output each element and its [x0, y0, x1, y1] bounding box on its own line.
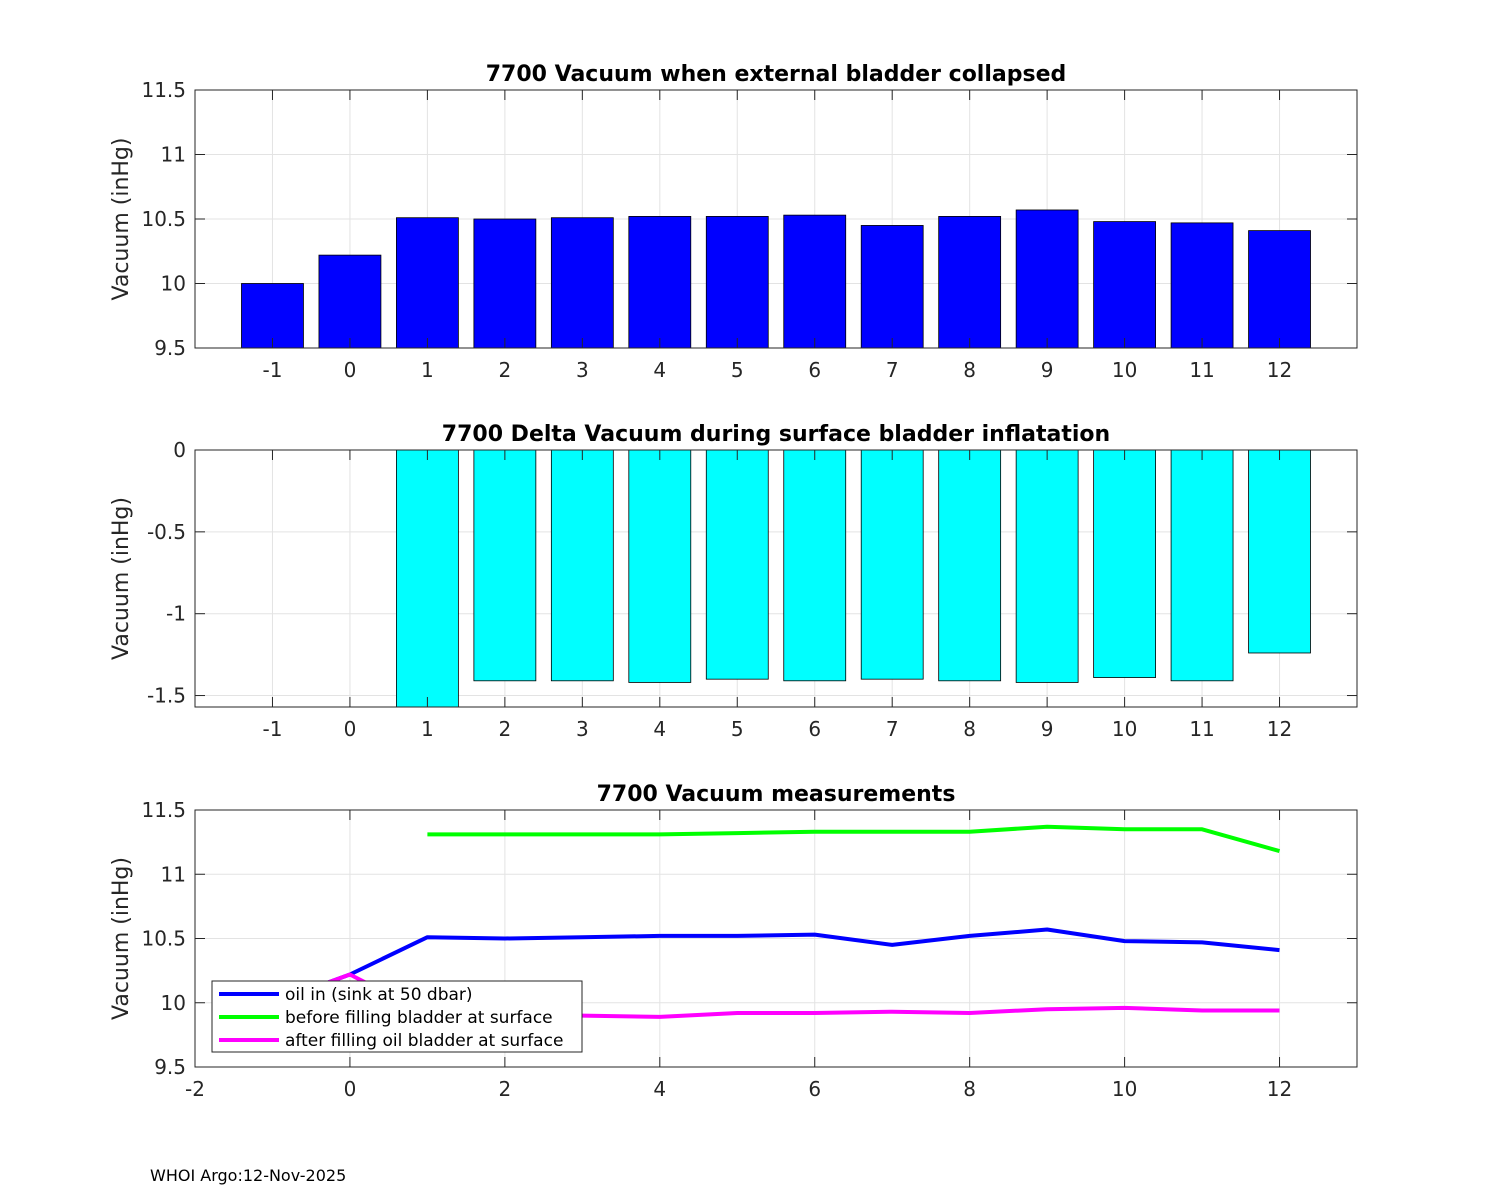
bar-11 [1170, 222, 1234, 349]
x-tick-label: 9 [1041, 717, 1054, 741]
y-axis-label: Vacuum (inHg) [109, 857, 134, 1020]
bar-1 [396, 449, 459, 708]
x-tick-label: 6 [808, 358, 821, 382]
bar-9 [1015, 449, 1079, 683]
y-tick-label: 11.5 [141, 78, 186, 102]
x-tick-label: 8 [963, 1077, 976, 1101]
x-tick-label: 2 [498, 1077, 511, 1101]
x-tick-label: 7 [886, 717, 899, 741]
y-tick-label: 0 [173, 438, 186, 462]
x-tick-label: 8 [963, 717, 976, 741]
x-tick-label: 12 [1267, 358, 1292, 382]
axes-box [194, 449, 1358, 708]
y-tick-label: 9.5 [154, 1055, 186, 1079]
x-tick-label: 5 [731, 717, 744, 741]
bar-9 [1015, 209, 1079, 349]
y-tick-label: -1 [166, 602, 186, 626]
y-tick-label: 10 [161, 272, 186, 296]
y-tick-label: 10.5 [141, 927, 186, 951]
legend-label: oil in (sink at 50 dbar) [285, 985, 473, 1005]
bar-12 [1248, 230, 1311, 349]
y-tick-label: 10 [161, 991, 186, 1015]
y-tick-label: -0.5 [147, 520, 186, 544]
bar-2 [473, 218, 537, 349]
x-tick-label: 8 [963, 358, 976, 382]
x-tick-label: 7 [886, 358, 899, 382]
bar-6 [783, 214, 847, 349]
y-tick-label: 11 [161, 143, 186, 167]
bar-7 [860, 225, 924, 349]
x-tick-label: 5 [731, 358, 744, 382]
legend: oil in (sink at 50 dbar) before filling b… [211, 980, 583, 1053]
footer-stamp: WHOI Argo:12-Nov-2025 [150, 1166, 347, 1185]
x-tick-label: -1 [262, 717, 282, 741]
bar-12 [1248, 449, 1311, 654]
x-tick-label: 1 [421, 358, 434, 382]
bar-5 [705, 216, 769, 349]
y-tick-label: 10.5 [141, 207, 186, 231]
x-tick-label: 0 [344, 717, 357, 741]
bar-10 [1093, 449, 1156, 678]
x-tick-label: 11 [1189, 358, 1214, 382]
legend-label: before filling bladder at surface [285, 1008, 553, 1028]
plot-area [195, 450, 1357, 707]
y-tick-label: -1.5 [147, 684, 186, 708]
series-line-2 [427, 824, 1281, 854]
x-tick-label: 2 [498, 717, 511, 741]
bar-2 [473, 449, 537, 682]
y-axis-label: Vacuum (inHg) [109, 138, 134, 301]
bar-6 [783, 449, 847, 682]
chart-title: 7700 Vacuum when external bladder collap… [486, 62, 1067, 87]
x-tick-label: 4 [653, 717, 666, 741]
bar-1 [396, 217, 459, 349]
legend-label: after filling oil bladder at surface [285, 1031, 563, 1051]
bar-8 [938, 216, 1002, 349]
x-tick-label: 2 [498, 358, 511, 382]
chart-title: 7700 Vacuum measurements [597, 782, 956, 807]
x-tick-label: 1 [421, 717, 434, 741]
x-tick-label: 9 [1041, 358, 1054, 382]
y-tick-label: 11.5 [141, 798, 186, 822]
x-tick-label: 10 [1112, 717, 1137, 741]
x-tick-label: 3 [576, 358, 589, 382]
y-tick-label: 11 [161, 862, 186, 886]
bar-4 [628, 216, 692, 349]
x-tick-label: 10 [1112, 1077, 1137, 1101]
x-tick-label: 4 [653, 358, 666, 382]
x-tick-label: -2 [185, 1077, 205, 1101]
x-tick-label: 0 [344, 1077, 357, 1101]
x-tick-label: 4 [653, 1077, 666, 1101]
bar-7 [860, 449, 924, 680]
y-axis-label: Vacuum (inHg) [109, 497, 134, 660]
x-tick-label: 6 [808, 1077, 821, 1101]
chart-title: 7700 Delta Vacuum during surface bladder… [442, 422, 1110, 447]
bar-10 [1093, 221, 1156, 349]
bar-5 [705, 449, 769, 680]
bar-3 [550, 449, 614, 682]
x-tick-label: 12 [1267, 1077, 1292, 1101]
x-tick-label: 3 [576, 717, 589, 741]
x-tick-label: 12 [1267, 717, 1292, 741]
chart-panel-3: -2 0 2 4 6 8 10 12 9.5 10 10.5 11 11.5 7700 Vacuum me… [109, 782, 1358, 1101]
series-line-1 [271, 927, 1280, 1005]
x-tick-label: 10 [1112, 358, 1137, 382]
bar-3 [550, 217, 614, 349]
bar-11 [1170, 449, 1234, 682]
x-tick-label: 11 [1189, 717, 1214, 741]
bar-8 [938, 449, 1002, 682]
y-tick-label: 9.5 [154, 336, 186, 360]
x-tick-label: 6 [808, 717, 821, 741]
bar-0 [318, 254, 382, 349]
x-tick-label: -1 [262, 358, 282, 382]
bar-4 [628, 449, 692, 683]
x-tick-label: 0 [344, 358, 357, 382]
